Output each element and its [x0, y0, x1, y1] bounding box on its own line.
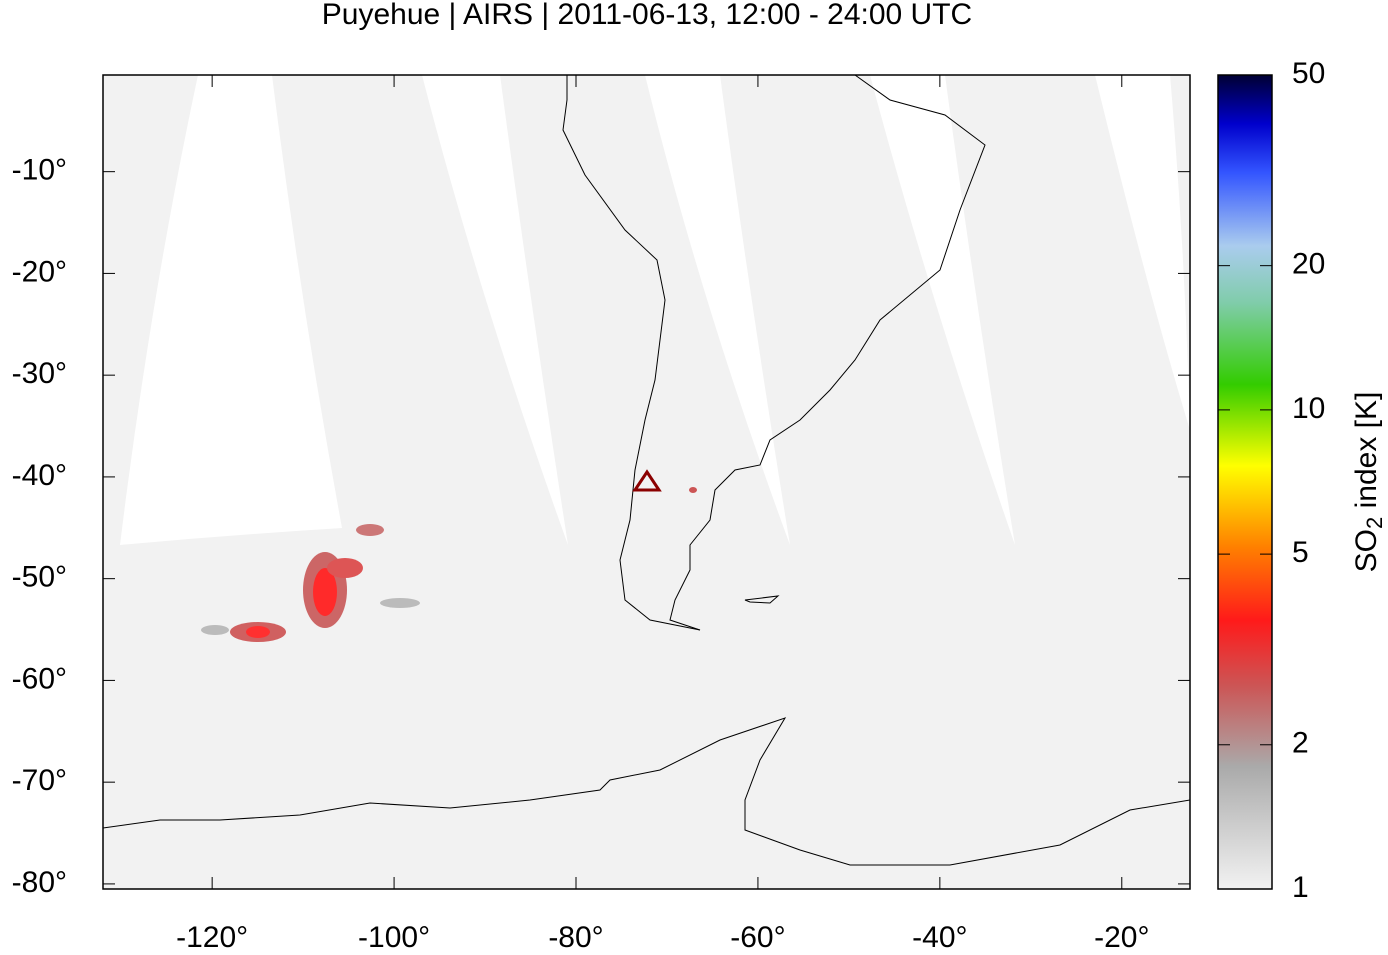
colorbar-tick-label: 5: [1292, 536, 1309, 569]
colorbar-tick-label: 1: [1292, 871, 1309, 904]
y-tick-label: -70°: [12, 764, 67, 797]
so2-plume: [201, 487, 697, 642]
coastline: [103, 75, 1190, 866]
volcano-marker: [632, 469, 662, 492]
plot-frame: [102, 74, 1191, 890]
colorbar: [1217, 74, 1273, 890]
colorbar-label: SO2 index [K]: [1350, 392, 1387, 573]
x-tick-label: -100°: [358, 921, 430, 950]
colorbar-tick-label: 2: [1292, 727, 1309, 760]
y-tick-label: -20°: [12, 255, 67, 288]
x-tick-label: -120°: [176, 921, 248, 950]
data-gaps: [120, 75, 1190, 545]
colorbar-tick-label: 50: [1292, 57, 1325, 90]
y-tick-label: -30°: [12, 357, 67, 390]
y-tick-label: -60°: [12, 662, 67, 695]
chart-title: Puyehue | AIRS | 2011-06-13, 12:00 - 24:…: [322, 0, 972, 31]
y-tick-label: -50°: [12, 561, 67, 594]
x-tick-label: -40°: [912, 921, 967, 950]
y-tick-label: -40°: [12, 459, 67, 492]
map: [103, 75, 1190, 889]
y-tick-label: -80°: [12, 866, 67, 899]
x-tick-label: -60°: [730, 921, 785, 950]
x-tick-label: -20°: [1094, 921, 1149, 950]
x-tick-label: -80°: [548, 921, 603, 950]
colorbar-tick-label: 10: [1292, 392, 1325, 425]
colorbar-tick-label: 20: [1292, 248, 1325, 281]
y-tick-label: -10°: [12, 154, 67, 187]
